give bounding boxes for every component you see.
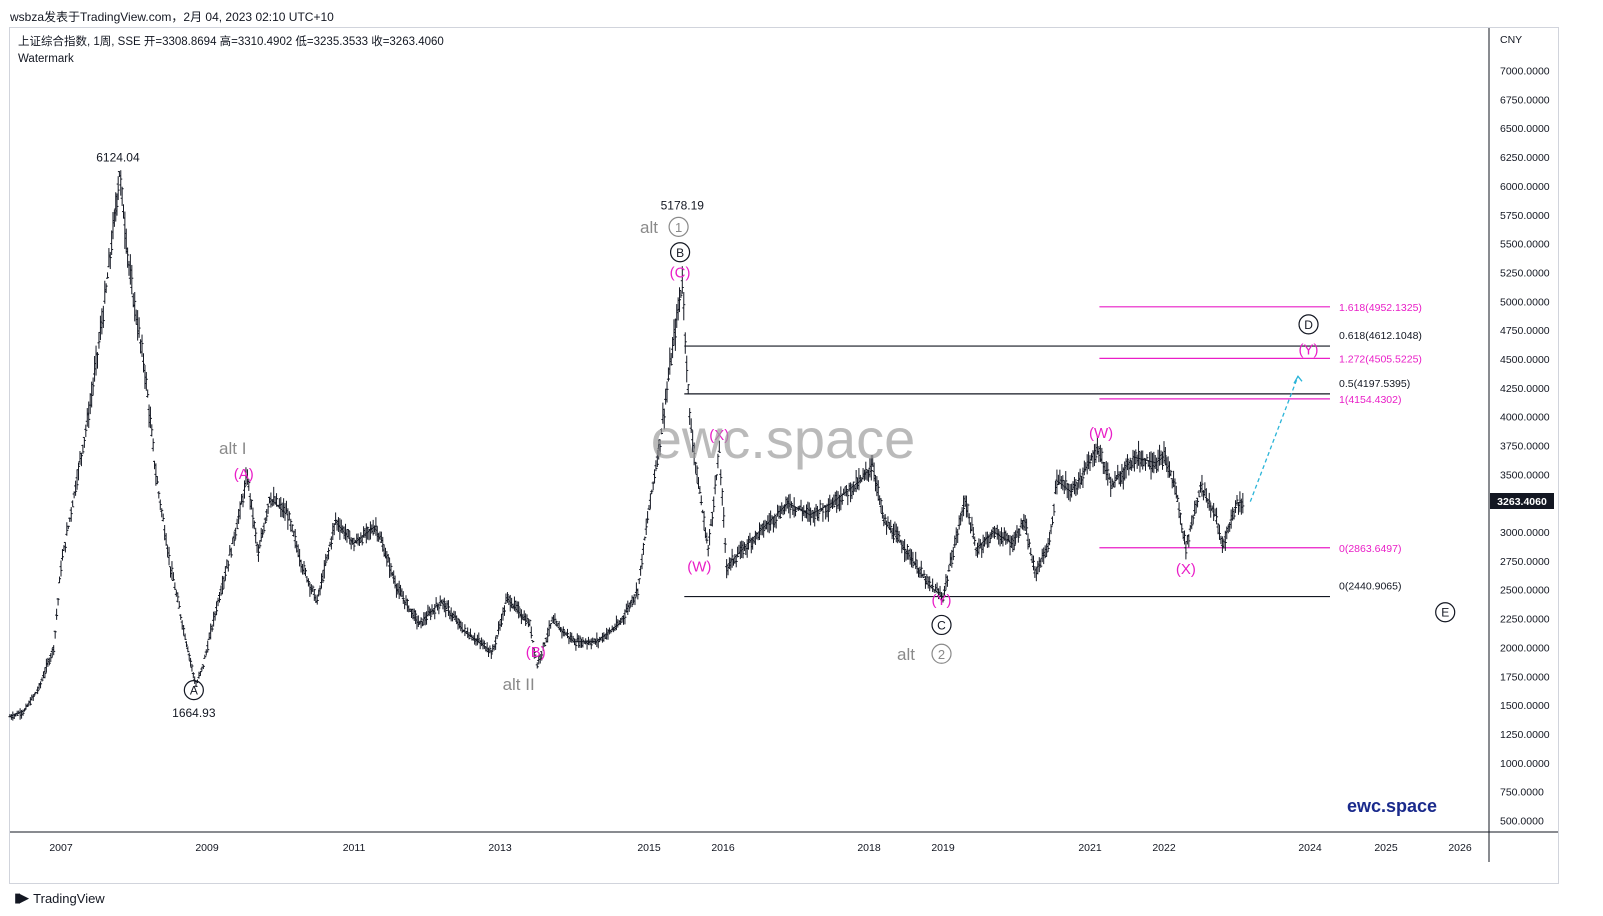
footer: ▮▶ TradingView [14,890,105,906]
x-tick-label: 2009 [195,842,219,854]
level-label: 1.272(4505.5225) [1339,353,1422,365]
y-axis-ticks: 7000.0000 6750.0000 6500.0000 6250.0000 6000… [1500,66,1550,828]
y-tick-label: 4750.0000 [1500,325,1550,337]
projection-arrowhead [1293,375,1303,384]
sub-wave-label: (Y) [1299,342,1319,359]
y-tick-label: 2000.0000 [1500,642,1550,654]
alt-wave-label: alt I [219,439,246,458]
x-tick-label: 2016 [711,842,735,854]
y-tick-label: 5250.0000 [1500,267,1550,279]
chart-frame [9,27,1559,884]
sub-wave-label: (B) [526,644,546,661]
x-tick-label: 2026 [1448,842,1472,854]
y-tick-label: 6250.0000 [1500,152,1550,164]
y-tick-label: 1500.0000 [1500,700,1550,712]
level-label: 1.618(4952.1325) [1339,302,1422,314]
sub-wave-label: (W) [687,559,711,576]
alt-wave-circle [668,216,689,237]
x-tick-label: 2007 [49,842,73,854]
alt-wave-number: 2 [938,647,945,662]
alt-wave-label: alt II [503,675,535,694]
sub-wave-label: (Y) [932,592,952,609]
tradingview-logo-icon: ▮▶ [14,890,29,905]
y-tick-label: 6000.0000 [1500,181,1550,193]
x-tick-label: 2013 [488,842,512,854]
currency-label: CNY [1500,34,1522,46]
y-tick-label: 2750.0000 [1500,556,1550,568]
current-price-badge: 3263.4060 [1490,493,1554,509]
x-tick-label: 2021 [1078,842,1102,854]
footer-brand[interactable]: TradingView [33,890,105,906]
wave-circle [669,242,691,263]
alt-wave-circle [931,643,952,664]
wave-label-circled: A [190,684,198,698]
bottom-watermark: ewc.space [1347,796,1437,816]
sub-wave-label: (C) [670,264,691,281]
sub-wave-label: (W) [1089,425,1113,442]
wave-label-circled: E [1441,606,1449,620]
x-tick-label: 2025 [1374,842,1398,854]
level-label: 0(2863.6497) [1339,543,1401,555]
center-watermark: ewc.space [651,407,916,470]
wave-circle [1435,602,1456,623]
wave-label-circled: C [937,618,946,632]
x-tick-label: 2011 [343,842,366,854]
y-tick-label: 5000.0000 [1500,296,1550,308]
horizontal-levels: 0.618(4612.1048) 0.5(4197.5395) 0(2440.906… [684,302,1422,598]
y-tick-label: 1000.0000 [1500,758,1550,770]
alt-wave-label: alt [640,218,658,237]
y-tick-label: 6750.0000 [1500,94,1550,106]
wave-circle [1298,314,1319,335]
level-label: 1(4154.4302) [1339,394,1401,406]
x-tick-label: 2024 [1298,842,1322,854]
sub-wave-label: (A) [234,466,254,483]
watermark-label: Watermark [18,53,74,65]
y-tick-label: 2500.0000 [1500,585,1550,597]
y-tick-label: 5500.0000 [1500,239,1550,251]
sub-wave-label: (X) [709,427,729,444]
level-label: 0.618(4612.1048) [1339,330,1422,342]
price-extreme-label: 5178.19 [661,199,705,213]
current-price: 3263.4060 [1497,496,1547,508]
wave-label-circled: B [676,246,684,260]
y-tick-label: 4500.0000 [1500,354,1550,366]
x-tick-label: 2015 [637,842,661,854]
alt-wave-label: alt [897,645,915,664]
axis-lines [10,28,1558,862]
price-bars [8,170,1303,721]
sub-wave-label: (X) [1176,561,1196,578]
x-tick-label: 2019 [931,842,955,854]
x-tick-label: 2022 [1152,842,1176,854]
y-tick-label: 4250.0000 [1500,383,1550,395]
legend-line: 上证综合指数, 1周, SSE 开=3308.8694 高=3310.4902 … [18,34,444,48]
y-tick-label: 3000.0000 [1500,527,1550,539]
y-tick-label: 500.0000 [1500,816,1544,828]
y-tick-label: 1250.0000 [1500,729,1550,741]
wave-circle [931,614,952,636]
level-label: 0(2440.9065) [1339,581,1401,593]
y-tick-label: 6500.0000 [1500,123,1550,135]
y-tick-label: 5750.0000 [1500,210,1550,222]
y-tick-label: 3500.0000 [1500,469,1550,481]
level-label: 0.5(4197.5395) [1339,378,1410,390]
y-tick-label: 4000.0000 [1500,412,1550,424]
y-tick-label: 7000.0000 [1500,66,1550,78]
projection-line [1249,376,1299,502]
alt-wave-number: 1 [675,220,682,235]
x-tick-label: 2018 [857,842,881,854]
y-tick-label: 1750.0000 [1500,671,1550,683]
publish-line: wsbza发表于TradingView.com，2月 04, 2023 02:1… [10,10,334,24]
y-tick-label: 750.0000 [1500,787,1544,799]
wave-label-circled: D [1304,318,1313,332]
price-extreme-label: 6124.04 [96,151,140,165]
price-extreme-label: 1664.93 [172,706,216,720]
wave-circle [183,680,204,701]
y-tick-label: 3750.0000 [1500,441,1550,453]
y-tick-label: 2250.0000 [1500,614,1550,626]
x-axis-ticks: 2007 2009 2011 2013 2015 2016 2018 2019 2021 2022… [49,842,1472,854]
